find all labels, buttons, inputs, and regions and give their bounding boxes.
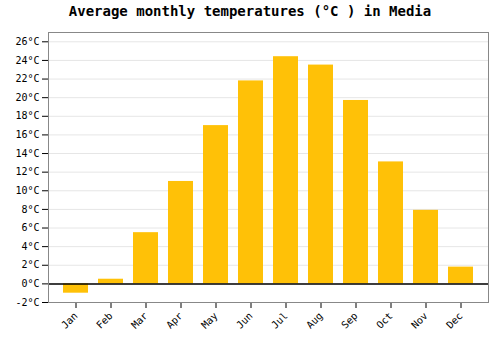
svg-text:Jan: Jan — [59, 310, 80, 331]
svg-text:Mar: Mar — [129, 310, 150, 331]
svg-text:Apr: Apr — [164, 310, 185, 331]
svg-text:6°C: 6°C — [21, 222, 39, 233]
svg-text:Sep: Sep — [339, 310, 360, 331]
svg-text:Jul: Jul — [269, 310, 290, 331]
svg-text:4°C: 4°C — [21, 241, 39, 252]
svg-text:26°C: 26°C — [15, 36, 39, 47]
svg-text:Aug: Aug — [304, 310, 325, 331]
svg-text:20°C: 20°C — [15, 92, 39, 103]
svg-text:Nov: Nov — [409, 310, 430, 331]
svg-text:Jun: Jun — [234, 310, 255, 331]
svg-text:8°C: 8°C — [21, 204, 39, 215]
svg-text:22°C: 22°C — [15, 73, 39, 84]
svg-text:24°C: 24°C — [15, 55, 39, 66]
html-text:Average monthly temperatures (: Average monthly temperatures (°C ) in Me… — [68, 3, 432, 19]
svg-text:2°C: 2°C — [21, 259, 39, 270]
svg-text:-2°C: -2°C — [15, 297, 39, 308]
svg-text:14°C: 14°C — [15, 148, 39, 159]
svg-text:12°C: 12°C — [15, 166, 39, 177]
svg-text:May: May — [199, 310, 220, 331]
svg-text:Oct: Oct — [374, 310, 395, 331]
svg-text:16°C: 16°C — [15, 129, 39, 140]
svg-text:0°C: 0°C — [21, 278, 39, 289]
svg-text:Feb: Feb — [94, 310, 115, 331]
svg-text:Dec: Dec — [444, 310, 465, 331]
svg-text:10°C: 10°C — [15, 185, 39, 196]
svg-text:18°C: 18°C — [15, 110, 39, 121]
